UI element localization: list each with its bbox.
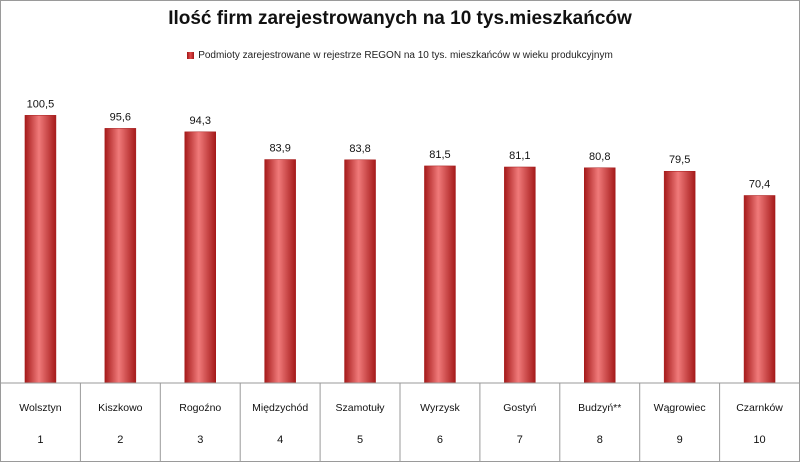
bar bbox=[264, 159, 296, 384]
bar bbox=[663, 170, 696, 384]
bar-value-label: 83,9 bbox=[269, 143, 290, 155]
bar-value-label: 81,1 bbox=[509, 150, 530, 162]
legend-swatch bbox=[187, 52, 195, 59]
rank-label: 6 bbox=[437, 434, 443, 446]
category-label: Gostyń bbox=[503, 402, 536, 414]
rank-label: 7 bbox=[517, 434, 523, 446]
bar-value-label: 95,6 bbox=[110, 111, 131, 123]
legend-label: Podmioty zarejestrowane w rejestrze REGO… bbox=[198, 50, 613, 61]
category-label: Czarnków bbox=[736, 402, 783, 414]
rank-label: 4 bbox=[277, 434, 283, 446]
rank-label: 10 bbox=[753, 434, 765, 446]
bar bbox=[344, 159, 376, 384]
category-label: Budzyń** bbox=[578, 402, 621, 414]
rank-label: 8 bbox=[597, 434, 603, 446]
bar bbox=[504, 166, 536, 384]
category-label: Wągrowiec bbox=[654, 402, 706, 414]
rank-label: 5 bbox=[357, 434, 363, 446]
category-label: Międzychód bbox=[252, 402, 308, 414]
bar bbox=[584, 167, 616, 384]
rank-label: 2 bbox=[117, 434, 123, 446]
bar-value-label: 70,4 bbox=[749, 178, 770, 190]
bar-value-label: 79,5 bbox=[669, 154, 690, 166]
category-label: Rogoźno bbox=[179, 402, 221, 414]
bar-value-label: 100,5 bbox=[27, 98, 55, 110]
rank-label: 9 bbox=[677, 434, 683, 446]
chart-title: Ilość firm zarejestrowanych na 10 tys.mi… bbox=[168, 8, 632, 29]
category-label: Wyrzysk bbox=[420, 402, 460, 414]
bar bbox=[424, 165, 456, 384]
category-label: Kiszkowo bbox=[98, 402, 143, 414]
bar-value-label: 80,8 bbox=[589, 151, 610, 163]
bar-value-label: 94,3 bbox=[190, 115, 211, 127]
rank-label: 1 bbox=[37, 434, 43, 446]
bar bbox=[743, 195, 776, 384]
bar bbox=[104, 128, 137, 384]
rank-label: 3 bbox=[197, 434, 203, 446]
category-label: Szamotuły bbox=[336, 402, 386, 414]
bar-value-label: 83,8 bbox=[349, 143, 370, 155]
bar bbox=[184, 131, 216, 384]
category-label: Wolsztyn bbox=[19, 402, 62, 414]
bar-value-label: 81,5 bbox=[429, 149, 450, 161]
bar bbox=[24, 115, 57, 384]
chart-legend: Podmioty zarejestrowane w rejestrze REGO… bbox=[0, 50, 800, 61]
